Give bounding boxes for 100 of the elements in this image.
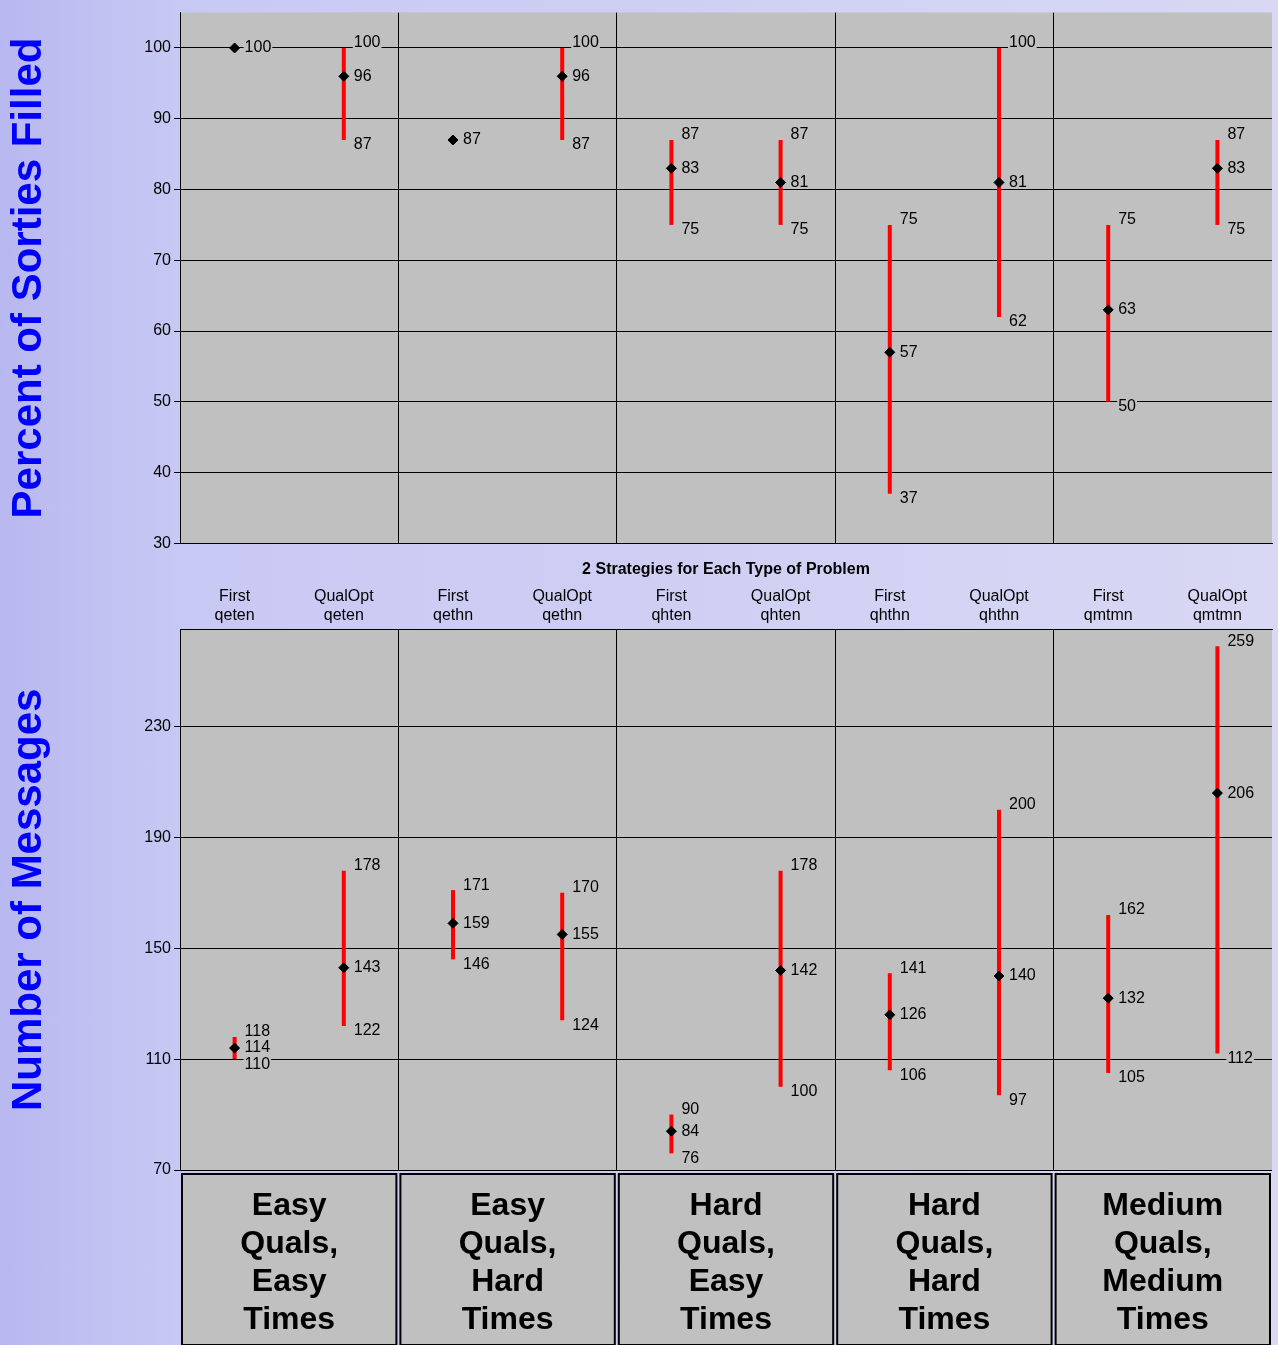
annotation: 75: [790, 220, 809, 238]
y-tick-label: 230: [144, 717, 172, 734]
data-label: 143: [353, 958, 381, 976]
annotation: 178: [353, 856, 381, 874]
point: [447, 134, 459, 146]
annotation: 118: [244, 1022, 271, 1040]
annotation: 100: [790, 1082, 818, 1100]
text: Medium Quals, Medium Times: [1102, 1185, 1224, 1336]
point: [1211, 787, 1223, 799]
annotation: 87: [1227, 125, 1246, 143]
point: [1102, 992, 1114, 1004]
annotation: 112: [1227, 1049, 1254, 1067]
x-axis-title: 2 Strategies for Each Type of Problem: [582, 560, 870, 578]
y-tick-label: 50: [153, 392, 172, 410]
x-tick-label: QualOpt qmtmn: [1187, 587, 1248, 624]
annotation: 100: [572, 33, 599, 51]
annotation: 90: [681, 1099, 700, 1117]
x-tick-label: First qeten: [214, 587, 255, 624]
x-tick-label: First qhten: [651, 587, 692, 624]
data-label: 140: [1009, 966, 1036, 984]
x-tick-label: QualOpt qhten: [750, 587, 811, 624]
annotation: 178: [790, 856, 818, 874]
annotation: 100: [353, 33, 381, 51]
point: [229, 42, 241, 54]
annotation: 110: [244, 1054, 271, 1072]
annotation: 76: [681, 1148, 700, 1166]
annotation: 105: [1118, 1068, 1145, 1086]
data-label: 132: [1118, 988, 1145, 1006]
point: [775, 964, 787, 976]
annotation: 87: [790, 125, 809, 143]
annotation: 97: [1009, 1090, 1027, 1108]
annotation: 259: [1227, 631, 1255, 649]
y-tick-label: 30: [153, 533, 172, 551]
data-label: 206: [1227, 783, 1255, 801]
y-tick-label: 100: [144, 38, 172, 56]
point: [993, 176, 1005, 188]
x-tick-label: First qhthn: [869, 587, 910, 624]
y-tick-label: 150: [144, 938, 172, 956]
y-tick-label: 190: [144, 827, 172, 845]
y-tick-label: 70: [153, 250, 172, 268]
annotation: 146: [463, 954, 490, 972]
annotation: 171: [463, 875, 490, 893]
data-label: 81: [1009, 172, 1027, 190]
point: [884, 1009, 896, 1021]
annotation: 200: [1009, 795, 1036, 813]
data-label: 155: [572, 924, 599, 942]
x-tick-label: First qmtmn: [1083, 587, 1133, 624]
annotation: 87: [681, 125, 700, 143]
annotation: 75: [899, 210, 918, 228]
point: [665, 1125, 677, 1137]
point: [665, 162, 677, 174]
annotation: 141: [899, 958, 927, 976]
x-tick-label: First qethn: [432, 587, 474, 624]
text: Easy Quals, Hard Times: [458, 1185, 557, 1336]
y-axis-title: Number of Messages: [2, 688, 50, 1112]
point: [556, 928, 568, 940]
y-tick-label: 110: [145, 1049, 172, 1067]
data-label: 84: [681, 1121, 700, 1139]
y-tick-label: 90: [153, 109, 172, 127]
data-label: 114: [244, 1038, 271, 1056]
data-label: 96: [353, 66, 372, 84]
annotation: 124: [572, 1015, 599, 1033]
data-label: 81: [790, 172, 809, 190]
point: [1102, 304, 1114, 316]
annotation: 87: [572, 135, 591, 153]
annotation: 75: [1227, 220, 1246, 238]
x-tick-label: QualOpt qeten: [314, 587, 375, 624]
text: Easy Quals, Easy Times: [240, 1185, 339, 1336]
annotation: 122: [353, 1021, 381, 1039]
point: [447, 917, 459, 929]
data-label: 83: [1227, 158, 1246, 176]
point: [338, 70, 350, 82]
annotation: 87: [353, 135, 372, 153]
point: [884, 346, 896, 358]
data-label: 100: [244, 38, 272, 56]
point: [556, 70, 568, 82]
y-tick-label: 60: [153, 321, 172, 339]
text: Hard Quals, Easy Times: [677, 1185, 775, 1336]
annotation: 37: [899, 489, 918, 507]
data-label: 57: [899, 342, 918, 360]
data-label: 87: [463, 130, 481, 148]
y-axis-title: Percent of Sorties Filled: [2, 37, 50, 519]
annotation: 106: [899, 1065, 927, 1083]
annotation: 170: [572, 878, 599, 896]
data-label: 63: [1118, 300, 1137, 318]
text: Hard Quals, Hard Times: [895, 1185, 994, 1336]
point: [775, 176, 787, 188]
annotation: 75: [681, 220, 700, 238]
annotation: 62: [1009, 312, 1027, 330]
x-tick-label: QualOpt qethn: [532, 587, 593, 624]
y-tick-label: 40: [153, 463, 172, 481]
annotation: 75: [1118, 210, 1137, 228]
data-label: 126: [899, 1005, 927, 1023]
x-tick-label: QualOpt qhthn: [969, 587, 1030, 624]
point: [338, 962, 350, 974]
y-tick-label: 70: [153, 1160, 172, 1178]
annotation: 162: [1118, 900, 1145, 918]
point: [993, 970, 1005, 982]
data-label: 96: [572, 66, 591, 84]
point: [1211, 162, 1223, 174]
